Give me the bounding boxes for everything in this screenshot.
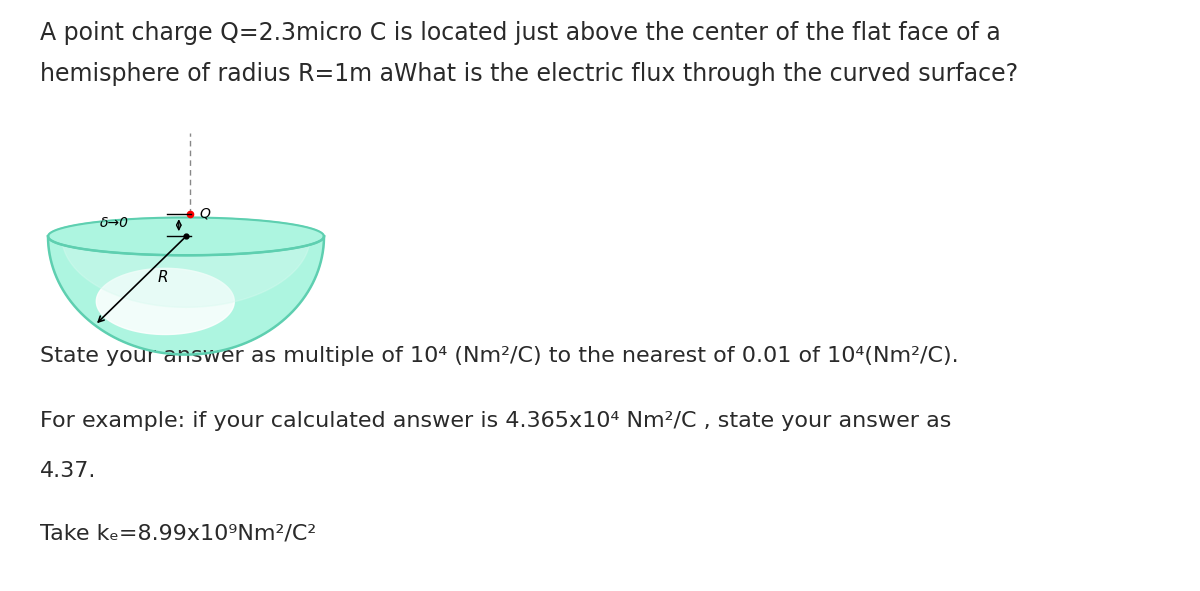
Text: hemisphere of radius R=1m aWhat is the electric flux through the curved surface?: hemisphere of radius R=1m aWhat is the e… — [40, 62, 1018, 86]
Text: State your answer as multiple of 10⁴ (Nm²/C) to the nearest of 0.01 of 10⁴(Nm²/C: State your answer as multiple of 10⁴ (Nm… — [40, 346, 959, 366]
Text: 4.37.: 4.37. — [40, 461, 96, 481]
Polygon shape — [48, 217, 324, 355]
Polygon shape — [62, 219, 310, 307]
Polygon shape — [48, 217, 324, 255]
Text: δ→0: δ→0 — [100, 216, 128, 230]
Text: A point charge Q=2.3micro C is located just above the center of the flat face of: A point charge Q=2.3micro C is located j… — [40, 21, 1001, 45]
Polygon shape — [96, 268, 234, 335]
Text: R: R — [157, 269, 168, 285]
Text: Take kₑ=8.99x10⁹Nm²/C²: Take kₑ=8.99x10⁹Nm²/C² — [40, 523, 316, 543]
Text: For example: if your calculated answer is 4.365x10⁴ Nm²/C , state your answer as: For example: if your calculated answer i… — [40, 411, 950, 431]
Text: Q: Q — [199, 206, 210, 220]
